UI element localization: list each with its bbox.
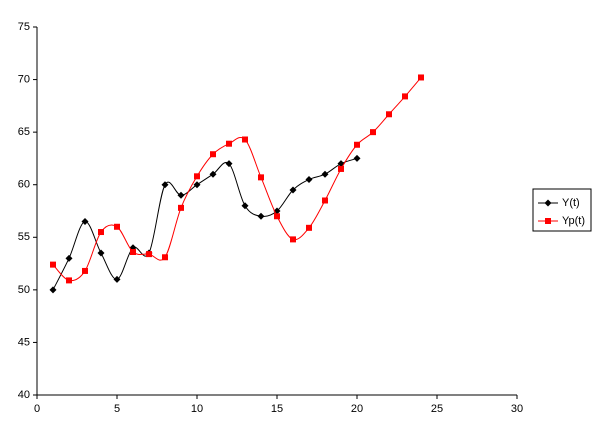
point	[258, 174, 264, 181]
point	[81, 218, 89, 226]
x-tick-label: 30	[511, 403, 523, 415]
legend-box	[532, 188, 592, 232]
point	[305, 175, 313, 183]
point	[290, 236, 296, 243]
x-tick-label: 0	[34, 403, 40, 415]
point	[98, 229, 104, 236]
point	[82, 267, 88, 274]
point	[194, 173, 200, 180]
series-line	[52, 77, 422, 282]
point	[289, 186, 297, 194]
y-tick-label: 40	[18, 389, 30, 401]
legend-marker	[545, 218, 551, 224]
point	[209, 170, 217, 178]
point	[66, 277, 72, 284]
point	[50, 261, 56, 268]
point	[386, 111, 392, 118]
point	[370, 129, 376, 136]
point	[113, 275, 121, 283]
y-tick-label: 45	[18, 336, 30, 348]
point	[418, 74, 424, 81]
point	[226, 140, 232, 147]
point	[162, 254, 168, 261]
point	[161, 181, 169, 189]
point	[130, 249, 136, 256]
point	[306, 224, 312, 231]
point	[338, 165, 344, 172]
x-tick-label: 25	[431, 403, 443, 415]
point	[353, 154, 361, 162]
point	[49, 286, 57, 294]
y-tick-label: 75	[18, 21, 30, 33]
legend-label: Y(t)	[562, 197, 580, 209]
point	[241, 202, 249, 210]
legend-label: Yp(t)	[562, 215, 585, 227]
y-tick-label: 70	[18, 73, 30, 85]
point	[177, 191, 185, 199]
y-tick-label: 50	[18, 284, 30, 296]
point	[257, 212, 265, 220]
legend-marker	[544, 199, 552, 207]
point	[193, 181, 201, 189]
y-tick-label: 55	[18, 231, 30, 243]
point	[178, 204, 184, 211]
point	[354, 141, 360, 148]
point	[97, 249, 105, 257]
point	[114, 223, 120, 230]
point	[242, 136, 248, 143]
point	[225, 160, 233, 168]
x-tick-label: 15	[271, 403, 283, 415]
point	[402, 93, 408, 100]
point	[65, 254, 73, 262]
x-tick-label: 5	[114, 403, 120, 415]
point	[274, 213, 280, 220]
x-tick-label: 10	[191, 403, 203, 415]
point	[321, 170, 329, 178]
y-tick-label: 65	[18, 126, 30, 138]
y-tick-label: 60	[18, 179, 30, 191]
point	[210, 151, 216, 158]
x-tick-label: 20	[351, 403, 363, 415]
point	[322, 197, 328, 204]
point	[146, 251, 152, 258]
